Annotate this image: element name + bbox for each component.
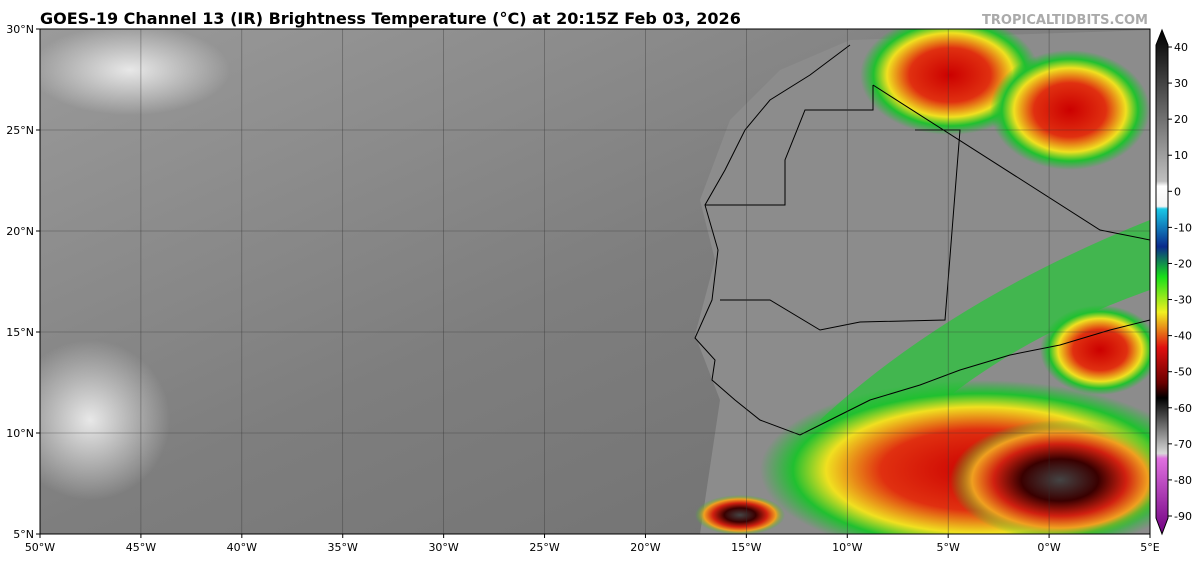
- lat-label: 15°N: [6, 326, 34, 339]
- lon-label: 15°W: [731, 541, 761, 554]
- colorbar-label: 30: [1174, 77, 1188, 90]
- colorbar-label: -90: [1174, 510, 1192, 523]
- colorbar-label: 10: [1174, 149, 1188, 162]
- lat-label: 30°N: [6, 23, 34, 36]
- lon-label: 50°W: [25, 541, 55, 554]
- colorbar-label: -20: [1174, 257, 1192, 270]
- satellite-image: [40, 29, 1150, 534]
- title: GOES-19 Channel 13 (IR) Brightness Tempe…: [40, 9, 741, 28]
- lon-label: 20°W: [630, 541, 660, 554]
- lon-label: 45°W: [126, 541, 156, 554]
- colorbar-label: 20: [1174, 113, 1188, 126]
- lon-label: 0°W: [1037, 541, 1060, 554]
- colorbar-label: 40: [1174, 41, 1188, 54]
- lat-label: 25°N: [6, 124, 34, 137]
- lat-label: 5°N: [13, 528, 34, 541]
- lon-label: 40°W: [227, 541, 257, 554]
- watermark: TROPICALTIDBITS.COM: [982, 13, 1148, 28]
- lon-label: 10°W: [832, 541, 862, 554]
- lon-label: 5°E: [1140, 541, 1159, 554]
- lon-label: 30°W: [428, 541, 458, 554]
- map-frame: [39, 28, 1151, 535]
- colorbar-label: 0: [1174, 185, 1181, 198]
- colorbar-label: -70: [1174, 438, 1192, 451]
- lon-label: 5°W: [936, 541, 959, 554]
- colorbar-label: -30: [1174, 294, 1192, 307]
- colorbar-label: -40: [1174, 330, 1192, 343]
- lat-label: 10°N: [6, 427, 34, 440]
- colorbar-label: -10: [1174, 221, 1192, 234]
- lat-label: 20°N: [6, 225, 34, 238]
- lon-label: 25°W: [529, 541, 559, 554]
- colorbar-label: -80: [1174, 474, 1192, 487]
- lon-label: 35°W: [328, 541, 358, 554]
- colorbar-label: -50: [1174, 366, 1192, 379]
- colorbar: [1155, 28, 1169, 536]
- colorbar-label: -60: [1174, 402, 1192, 415]
